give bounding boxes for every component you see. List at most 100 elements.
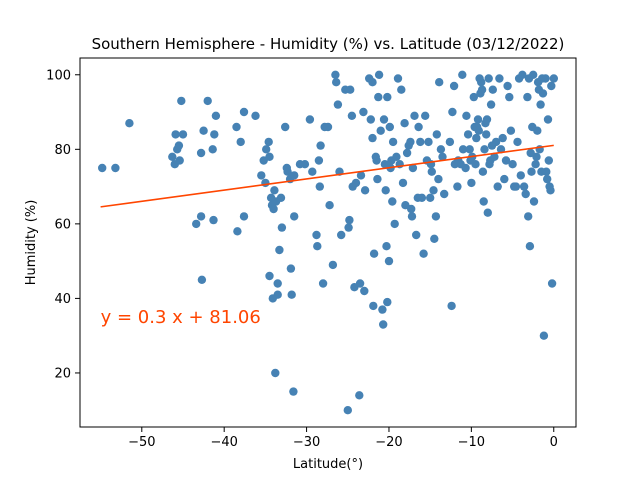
data-point	[265, 271, 274, 281]
data-point	[419, 249, 428, 258]
data-point	[316, 141, 325, 150]
data-point	[359, 107, 368, 117]
data-point	[270, 186, 279, 195]
data-point	[369, 301, 378, 311]
data-point	[393, 74, 403, 83]
x-tick-label: −40	[210, 435, 237, 450]
data-point	[210, 130, 219, 139]
data-point	[251, 111, 260, 121]
data-point	[269, 204, 278, 214]
data-point	[498, 133, 507, 143]
data-point	[345, 215, 354, 225]
data-point	[482, 130, 491, 139]
data-point	[525, 242, 535, 251]
plot-frame	[79, 57, 577, 428]
chart-title: Southern Hemisphere - Humidity (%) vs. L…	[92, 35, 565, 53]
data-point	[434, 174, 443, 184]
data-point	[503, 81, 512, 91]
data-point	[203, 96, 212, 106]
data-point	[211, 111, 221, 121]
data-point	[488, 85, 497, 94]
data-point	[436, 145, 446, 154]
data-point	[262, 145, 271, 154]
data-point	[541, 74, 550, 83]
data-point	[125, 119, 134, 128]
data-point	[477, 85, 487, 94]
data-point	[523, 92, 532, 102]
data-point	[469, 92, 478, 102]
points-layer	[98, 70, 558, 415]
data-point	[538, 89, 548, 98]
data-point	[440, 189, 449, 199]
y-tick-label: 40	[54, 292, 71, 307]
data-point	[547, 81, 556, 91]
y-axis-ticks: 20 40 60 80 100	[46, 68, 80, 381]
data-point	[355, 279, 365, 288]
data-point	[351, 178, 361, 188]
data-point	[398, 178, 408, 188]
data-point	[318, 279, 328, 288]
data-point	[239, 212, 249, 221]
data-point	[383, 92, 392, 102]
data-point	[286, 264, 296, 273]
data-point	[368, 78, 377, 87]
data-point	[175, 156, 184, 165]
data-point	[328, 260, 338, 270]
data-point	[463, 130, 473, 139]
data-point	[369, 249, 379, 258]
data-point	[543, 115, 553, 124]
data-point	[343, 406, 352, 415]
data-point	[543, 174, 552, 184]
data-point	[374, 70, 384, 80]
data-point	[511, 182, 521, 191]
data-point	[289, 387, 298, 396]
data-point	[277, 223, 287, 232]
data-point	[197, 275, 207, 284]
data-point	[355, 391, 364, 400]
data-point	[376, 126, 385, 135]
data-point	[412, 230, 421, 240]
data-point	[98, 163, 107, 173]
data-point	[312, 230, 321, 240]
data-point	[549, 74, 558, 83]
data-point	[400, 119, 409, 128]
x-tick-label: −20	[375, 435, 402, 450]
data-point	[453, 182, 462, 191]
data-point	[236, 137, 245, 147]
data-point	[239, 107, 249, 117]
data-point	[373, 174, 382, 184]
y-axis-label: Humidity (%)	[24, 200, 39, 286]
data-point	[381, 186, 390, 195]
data-point	[533, 126, 542, 135]
data-point	[417, 193, 427, 202]
data-point	[529, 197, 539, 206]
data-point	[421, 111, 430, 121]
data-point	[546, 186, 555, 195]
data-point	[414, 122, 423, 132]
data-point	[493, 182, 502, 191]
data-point	[490, 152, 499, 161]
data-point	[383, 297, 392, 307]
data-point	[290, 171, 299, 180]
data-point	[209, 215, 218, 225]
data-point	[445, 137, 455, 147]
data-point	[449, 81, 459, 91]
data-point	[382, 242, 391, 251]
data-point	[495, 74, 504, 83]
data-point	[360, 186, 370, 195]
data-point	[168, 152, 177, 161]
data-point	[408, 163, 418, 173]
data-point	[287, 290, 296, 299]
data-point	[529, 70, 538, 80]
data-point	[482, 115, 492, 124]
data-point	[486, 100, 496, 109]
data-point	[325, 201, 334, 210]
data-point	[283, 167, 292, 176]
data-point	[478, 167, 488, 176]
data-point	[508, 160, 517, 169]
data-point	[547, 279, 557, 288]
data-point	[300, 160, 310, 169]
data-point	[448, 107, 457, 117]
data-point	[275, 245, 284, 255]
